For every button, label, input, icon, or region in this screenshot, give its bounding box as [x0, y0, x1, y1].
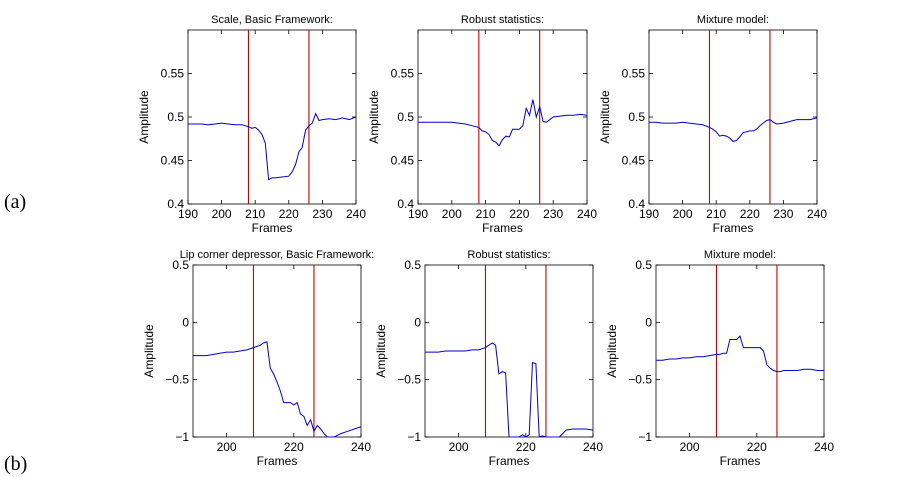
chart-panel-6: Mixture model: 200 220 240 −1 −0.5 0 0.5 Frames A…	[605, 249, 834, 468]
y-axis-label: Amplitude	[605, 324, 619, 378]
y-tick-label: 0.5	[628, 110, 645, 124]
y-axis-label: Amplitude	[374, 324, 388, 378]
x-tick-label: 210	[706, 207, 726, 221]
x-tick-label: 240	[583, 440, 603, 454]
panels: Scale, Basic Framework: 190 200 210 220 230 24…	[137, 14, 834, 468]
row-label-a: (a)	[4, 191, 26, 213]
chart-title: Mixture model:	[697, 14, 769, 26]
chart-title: Scale, Basic Framework:	[211, 14, 333, 26]
x-axis-label: Frames	[720, 454, 761, 468]
x-tick-label: 230	[543, 207, 563, 221]
x-tick-label: 240	[346, 207, 366, 221]
x-tick-label: 220	[516, 440, 536, 454]
x-axis-label: Frames	[257, 454, 298, 468]
y-axis-label: Amplitude	[367, 90, 381, 144]
y-axis-label: Amplitude	[142, 324, 156, 378]
y-tick-label: 0.5	[404, 258, 421, 272]
x-tick-label: 200	[442, 207, 462, 221]
chart-title: Robust statistics:	[467, 249, 550, 261]
chart-panel-3: Mixture model: 190 200 210 220 230 240 0.4 0.45 0…	[598, 14, 827, 235]
y-tick-label: −0.5	[628, 373, 652, 387]
y-tick-label: 0.55	[161, 67, 185, 81]
x-tick-label: 200	[673, 207, 693, 221]
axes-frame	[417, 29, 588, 205]
x-tick-label: 190	[178, 207, 198, 221]
chart-panel-2: Robust statistics: 190 200 210 220 230 240 0.4 0…	[367, 14, 597, 235]
x-tick-label: 220	[279, 207, 299, 221]
x-tick-label: 240	[351, 440, 371, 454]
y-axis-label: Amplitude	[598, 90, 612, 144]
row-label-b: (b)	[4, 453, 27, 475]
series-line	[193, 341, 361, 437]
x-axis-label: Frames	[252, 221, 293, 235]
y-axis-label: Amplitude	[137, 90, 151, 144]
y-tick-label: 0.4	[628, 197, 645, 211]
chart-title: Mixture model:	[704, 249, 776, 261]
x-tick-label: 220	[740, 207, 760, 221]
x-tick-label: 240	[814, 440, 834, 454]
x-axis-label: Frames	[482, 221, 523, 235]
chart-panel-4: Lip corner depressor, Basic Framework: 20…	[142, 249, 374, 468]
axes-frame	[187, 29, 357, 205]
y-tick-label: −1	[175, 430, 189, 444]
chart-panel-5: Robust statistics: 200 220 240 −1 −0.5 0 0.5 Fra…	[374, 249, 603, 468]
y-tick-label: 0.45	[622, 154, 646, 168]
y-tick-label: 0.5	[635, 258, 652, 272]
x-axis-label: Frames	[713, 221, 754, 235]
y-tick-label: −0.5	[165, 373, 189, 387]
y-tick-label: 0.55	[622, 67, 646, 81]
axes-frame	[655, 264, 825, 438]
axes-frame	[648, 29, 818, 205]
series-line	[418, 99, 587, 147]
chart-panel-1: Scale, Basic Framework: 190 200 210 220 230 24…	[137, 14, 366, 235]
chart-title: Lip corner depressor, Basic Framework:	[180, 249, 374, 261]
x-tick-label: 220	[747, 440, 767, 454]
x-tick-label: 240	[807, 207, 827, 221]
series-line	[656, 335, 824, 373]
y-tick-label: −0.5	[397, 373, 421, 387]
y-tick-label: 0	[645, 315, 652, 329]
x-tick-label: 190	[408, 207, 428, 221]
x-tick-label: 190	[639, 207, 659, 221]
y-tick-label: 0.4	[167, 197, 184, 211]
y-tick-label: −1	[407, 430, 421, 444]
y-tick-label: 0.4	[397, 197, 414, 211]
y-tick-label: 0.55	[391, 67, 415, 81]
x-tick-label: 220	[284, 440, 304, 454]
series-line	[425, 342, 593, 437]
y-tick-label: 0.5	[167, 110, 184, 124]
x-tick-label: 200	[449, 440, 469, 454]
x-tick-label: 200	[217, 440, 237, 454]
y-tick-label: 0.5	[172, 258, 189, 272]
x-tick-label: 200	[212, 207, 232, 221]
series-line	[649, 117, 817, 142]
y-tick-label: −1	[638, 430, 652, 444]
y-tick-label: 0	[182, 315, 189, 329]
x-tick-label: 210	[476, 207, 496, 221]
y-tick-label: 0.5	[397, 110, 414, 124]
chart-title: Robust statistics:	[461, 14, 544, 26]
x-tick-label: 230	[773, 207, 793, 221]
y-tick-label: 0.45	[391, 154, 415, 168]
x-tick-label: 220	[509, 207, 529, 221]
x-axis-label: Frames	[489, 454, 530, 468]
x-tick-label: 230	[312, 207, 332, 221]
y-tick-label: 0	[414, 315, 421, 329]
x-tick-label: 200	[680, 440, 700, 454]
x-tick-label: 240	[577, 207, 597, 221]
y-tick-label: 0.45	[161, 154, 185, 168]
axes-frame	[192, 264, 362, 438]
series-line	[188, 112, 356, 181]
x-tick-label: 210	[245, 207, 265, 221]
